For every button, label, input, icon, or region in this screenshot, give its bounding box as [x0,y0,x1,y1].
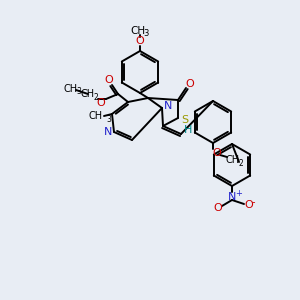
Text: S: S [182,115,189,125]
Text: 2: 2 [238,158,243,167]
Text: CH: CH [130,26,146,36]
Text: O: O [213,148,221,158]
Text: O: O [186,79,194,89]
Text: -: - [251,197,255,207]
Text: 3: 3 [76,88,81,97]
Text: CH: CH [81,89,95,99]
Text: CH: CH [64,84,78,94]
Text: 3: 3 [106,115,111,124]
Text: N: N [228,192,236,202]
Text: O: O [244,200,253,210]
Text: H: H [184,125,192,135]
Text: O: O [97,98,105,108]
Text: O: O [105,75,113,85]
Text: CH: CH [89,111,103,121]
Text: CH: CH [226,155,240,165]
Text: 2: 2 [94,92,98,101]
Text: O: O [136,36,144,46]
Text: +: + [236,190,242,199]
Text: O: O [214,203,222,213]
Text: N: N [104,127,112,137]
Text: N: N [164,101,172,111]
Text: 3: 3 [143,29,149,38]
